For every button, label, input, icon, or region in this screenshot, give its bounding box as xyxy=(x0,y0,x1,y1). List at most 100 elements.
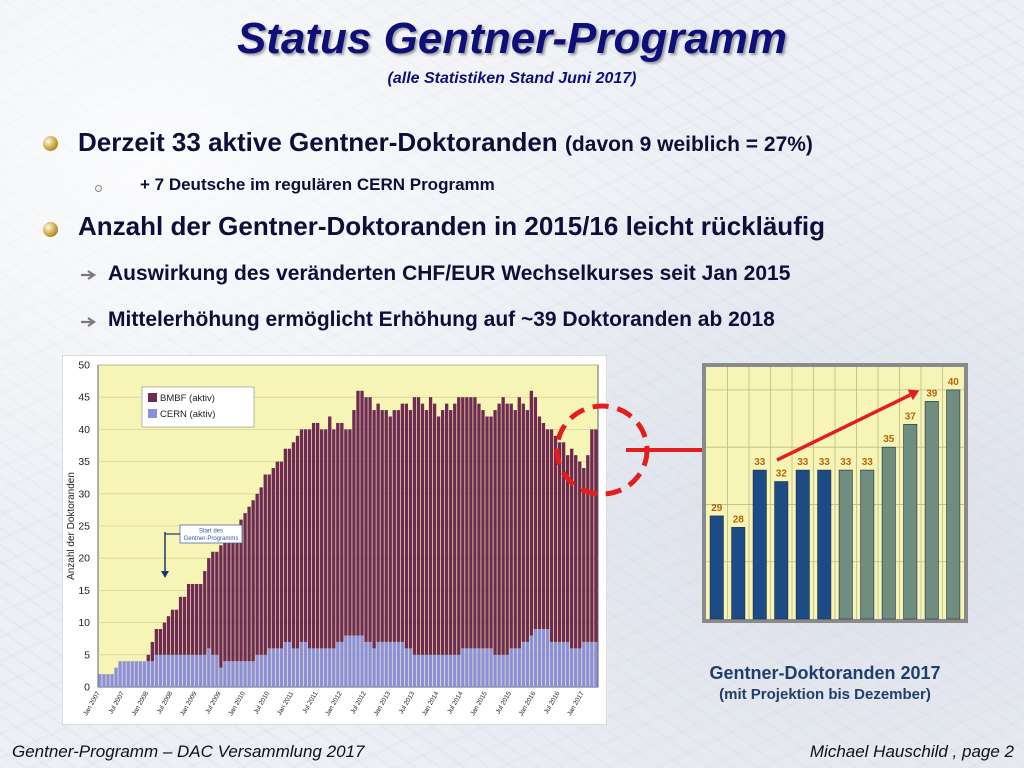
bar-bmbf xyxy=(235,526,239,662)
inset-bar-label: 33 xyxy=(840,457,852,468)
inset-bar-label: 28 xyxy=(733,514,745,525)
bar-cern xyxy=(586,641,590,687)
bar-cern xyxy=(565,641,570,687)
y-tick-label: 45 xyxy=(78,392,90,404)
bar-cern xyxy=(223,661,227,687)
bar-bmbf xyxy=(578,461,582,649)
bar-cern xyxy=(513,648,517,687)
bar-bmbf xyxy=(428,397,433,655)
bar-cern xyxy=(231,661,235,687)
bar-cern xyxy=(320,648,324,687)
bar-cern xyxy=(521,641,525,687)
bar-bmbf xyxy=(432,403,437,655)
bar-bmbf xyxy=(207,558,211,649)
inset-bar xyxy=(774,481,789,620)
bar-cern xyxy=(578,648,582,687)
bar-cern xyxy=(364,641,368,687)
bar-bmbf xyxy=(424,410,429,655)
bar-cern xyxy=(138,661,142,687)
bar-bmbf xyxy=(271,468,275,649)
bar-bmbf xyxy=(384,410,388,642)
inset-bar xyxy=(924,401,939,620)
bar-cern xyxy=(582,641,586,687)
bar-bmbf xyxy=(481,410,485,649)
bar-bmbf xyxy=(501,397,505,655)
bar-bmbf xyxy=(195,583,199,655)
y-tick-label: 40 xyxy=(78,424,90,436)
bar-cern xyxy=(174,654,179,687)
legend-label-bmbf: BMBF (aktiv) xyxy=(160,393,215,404)
bar-bmbf xyxy=(440,410,445,655)
bar-cern xyxy=(283,641,288,687)
bar-cern xyxy=(493,654,497,687)
bar-cern xyxy=(340,641,344,687)
bar-cern xyxy=(263,654,267,687)
bar-bmbf xyxy=(372,410,376,649)
bar-cern xyxy=(186,654,191,687)
inset-bar xyxy=(795,469,810,620)
bar-bmbf xyxy=(328,416,332,649)
y-tick-label: 30 xyxy=(78,488,90,500)
bar-bmbf xyxy=(356,390,360,636)
bar-cern xyxy=(162,654,167,687)
bar-bmbf xyxy=(150,641,155,662)
bar-bmbf xyxy=(348,429,352,636)
bar-cern xyxy=(517,648,521,687)
bar-cern xyxy=(199,654,203,687)
bar-bmbf xyxy=(436,416,441,655)
bar-bmbf xyxy=(223,538,227,662)
bar-cern xyxy=(195,654,199,687)
legend-label-cern: CERN (aktiv) xyxy=(160,409,215,420)
bullet-dot-icon xyxy=(43,222,58,237)
bar-cern xyxy=(211,654,215,687)
bar-cern xyxy=(400,641,405,687)
bar-bmbf xyxy=(489,416,493,649)
sub-bullet-cern-program: + 7 Deutsche im regulären CERN Programm xyxy=(140,175,495,194)
bar-bmbf xyxy=(162,622,167,655)
bar-cern xyxy=(501,654,505,687)
bar-cern xyxy=(118,661,122,687)
bar-cern xyxy=(481,648,485,687)
bar-cern xyxy=(356,635,360,687)
bar-bmbf xyxy=(211,551,215,655)
bar-bmbf xyxy=(190,583,195,655)
bar-bmbf xyxy=(215,551,219,655)
bar-bmbf xyxy=(227,532,231,662)
footer-left: Gentner-Programm – DAC Versammlung 2017 xyxy=(12,742,365,761)
legend-swatch-cern xyxy=(148,409,157,418)
bar-cern xyxy=(344,635,348,687)
bar-bmbf xyxy=(247,506,251,662)
bar-bmbf xyxy=(340,422,344,642)
bar-bmbf xyxy=(360,390,364,636)
bar-bmbf xyxy=(493,410,497,655)
bar-cern xyxy=(102,674,106,687)
bar-cern xyxy=(432,654,437,687)
bar-bmbf xyxy=(324,429,328,649)
bar-cern xyxy=(553,641,558,687)
bar-bmbf xyxy=(279,461,284,649)
bar-cern xyxy=(279,648,284,687)
bar-bmbf xyxy=(461,397,465,649)
bar-cern xyxy=(449,654,453,687)
bar-bmbf xyxy=(537,416,542,630)
bar-bmbf xyxy=(445,403,449,655)
bar-bmbf xyxy=(396,410,400,642)
bar-cern xyxy=(404,648,409,687)
bar-bmbf xyxy=(295,435,300,649)
bar-bmbf xyxy=(267,474,271,649)
bar-cern xyxy=(428,654,433,687)
bar-cern xyxy=(594,641,598,687)
bar-bmbf xyxy=(420,403,425,655)
inset-caption-sub: (mit Projektion bis Dezember) xyxy=(719,686,931,703)
bar-cern xyxy=(445,654,449,687)
bar-bmbf xyxy=(453,403,457,655)
inset-bar xyxy=(881,446,896,620)
bar-cern xyxy=(114,667,118,687)
inset-bar-label: 33 xyxy=(862,457,874,468)
bar-bmbf xyxy=(553,435,558,642)
y-tick-label: 0 xyxy=(84,682,90,694)
bar-bmbf xyxy=(590,429,594,642)
bar-cern xyxy=(142,661,146,687)
bar-cern xyxy=(384,641,388,687)
bar-cern xyxy=(239,661,243,687)
